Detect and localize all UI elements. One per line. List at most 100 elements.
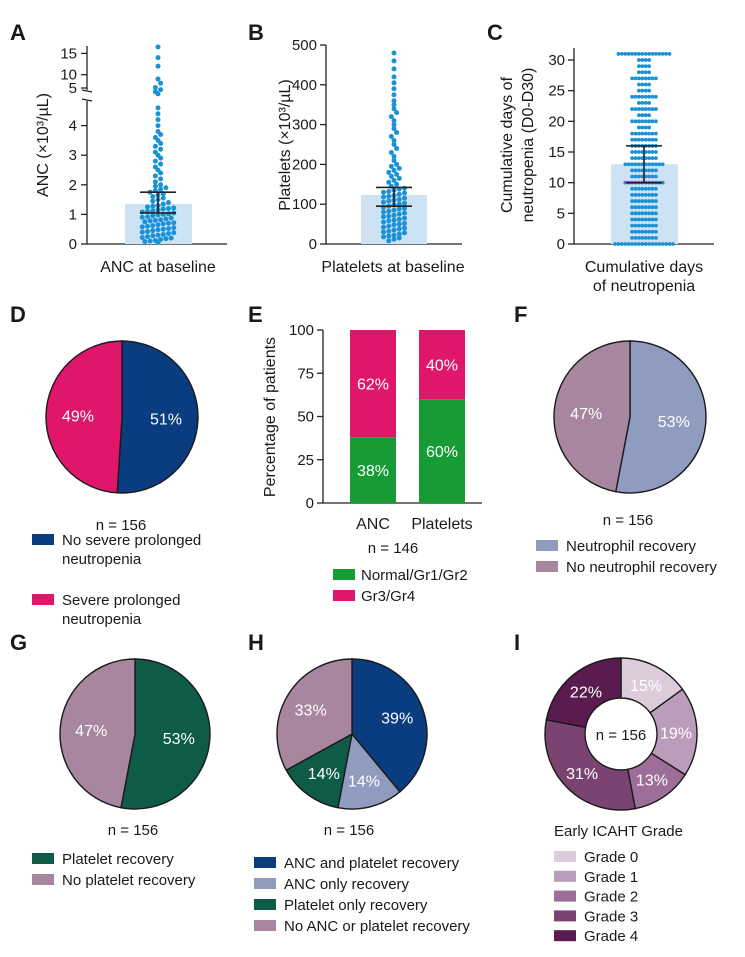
c-data-point <box>640 235 645 240</box>
c-data-point <box>650 174 655 179</box>
c-data-point <box>647 113 651 118</box>
c-data-point <box>647 174 651 179</box>
b-data-point <box>394 181 400 187</box>
b-data-point <box>394 145 400 151</box>
c-y-tick-label: 10 <box>548 175 565 192</box>
b-data-point <box>391 157 397 163</box>
b-data-point <box>402 200 407 206</box>
c-data-point <box>654 211 658 216</box>
c-data-point <box>623 180 628 185</box>
c-data-point <box>637 137 641 142</box>
c-data-point <box>633 162 638 167</box>
b-data-point <box>391 50 397 56</box>
c-data-point <box>630 193 634 197</box>
a-data-point <box>158 131 164 137</box>
c-data-point <box>637 101 641 105</box>
c-data-point <box>630 51 634 56</box>
c-data-point <box>630 150 634 154</box>
a-data-point <box>155 227 161 233</box>
c-data-point <box>650 51 655 56</box>
c-data-point <box>647 156 651 161</box>
c-data-point <box>633 242 638 246</box>
i-slice-label: 19% <box>660 725 692 742</box>
c-data-point <box>633 131 638 136</box>
c-data-point <box>637 193 641 197</box>
b-data-point <box>391 122 397 128</box>
a-data-point <box>145 234 150 240</box>
h-slice <box>276 658 353 772</box>
b-data-point <box>402 220 407 226</box>
a-data-point <box>158 170 164 176</box>
e-legend-label: Normal/Gr1/Gr2 <box>361 567 468 584</box>
a-axis-break <box>81 89 93 93</box>
b-data-point <box>381 209 386 215</box>
b-data-point <box>381 229 386 235</box>
b-data-point <box>391 118 397 124</box>
c-data-point <box>640 119 645 124</box>
c-data-point <box>654 51 658 56</box>
c-data-point <box>616 51 621 56</box>
panel-letter-i: I <box>514 630 520 655</box>
c-data-point <box>630 223 634 228</box>
c-data-point <box>654 217 658 222</box>
c-data-point <box>643 70 648 75</box>
b-data-point <box>391 207 397 213</box>
a-x-label: ANC at baseline <box>100 259 216 276</box>
b-data-point <box>391 212 397 218</box>
b-data-point <box>394 110 400 116</box>
c-data-point <box>630 168 634 173</box>
panel-letter-d: D <box>10 302 26 327</box>
c-data-point <box>654 235 658 240</box>
c-data-point <box>633 205 638 210</box>
a-data-point <box>139 214 145 220</box>
i-slice <box>544 718 637 811</box>
c-data-point <box>640 76 645 81</box>
b-data-point <box>391 92 397 98</box>
c-data-point <box>647 64 651 69</box>
c-data-point <box>633 137 638 142</box>
a-data-point <box>160 195 166 201</box>
h-legend-label: Platelet only recovery <box>284 897 428 914</box>
a-data-point <box>155 76 161 82</box>
b-data-point <box>396 206 402 212</box>
c-data-point <box>643 64 648 69</box>
c-data-point <box>633 174 638 179</box>
c-data-point <box>647 150 651 154</box>
c-data-point <box>643 186 648 191</box>
c-data-point <box>647 235 651 240</box>
c-data-point <box>647 101 651 105</box>
b-data-point <box>386 193 392 199</box>
a-data-point <box>158 217 164 223</box>
c-y-label: Cumulative days of neutropenia (D0-D30) <box>499 68 537 223</box>
e-bar-label: 60% <box>426 444 458 461</box>
a-data-point <box>155 44 161 50</box>
a-data-point <box>139 229 145 235</box>
c-data-point <box>647 51 651 56</box>
c-data-point <box>647 131 651 136</box>
f-slice <box>614 340 707 494</box>
b-data-point <box>391 86 397 92</box>
a-data-point <box>163 185 169 191</box>
c-data-point <box>637 199 641 203</box>
b-data-point <box>396 211 402 217</box>
c-data-point <box>637 113 641 118</box>
h-slice <box>285 732 353 809</box>
a-data-point <box>152 84 158 90</box>
c-data-point <box>637 82 641 87</box>
h-slice-label: 14% <box>348 773 380 790</box>
c-data-point <box>643 235 648 240</box>
a-y-tick-label: 10 <box>60 67 77 84</box>
d-legend-label-line: neutropenia <box>62 611 142 628</box>
c-data-point <box>630 131 634 136</box>
b-data-point <box>386 198 392 204</box>
c-data-point <box>637 211 641 216</box>
c-data-point <box>637 119 641 124</box>
c-data-point <box>633 193 638 197</box>
a-data-point <box>142 239 148 245</box>
c-data-point <box>654 168 658 173</box>
c-data-point <box>643 199 648 203</box>
c-data-point <box>637 88 641 93</box>
a-data-point <box>166 211 171 217</box>
a-data-point <box>155 105 161 111</box>
